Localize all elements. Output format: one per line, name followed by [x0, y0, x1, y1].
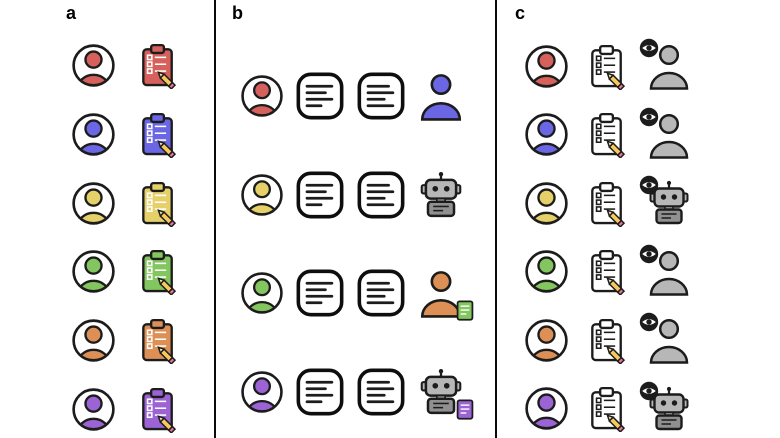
annotator-avatar-icon [523, 43, 570, 90]
panel-a: a [0, 0, 214, 438]
evaluation-row [523, 38, 778, 90]
annotator-avatar-icon [70, 180, 117, 227]
conversation-row [239, 169, 495, 221]
checklist-clipboard-icon [584, 43, 631, 90]
response-message-bubble-icon [355, 267, 407, 319]
evaluator-person-icon [639, 107, 693, 159]
speaker-avatar-icon [239, 73, 285, 119]
panel-divider [495, 0, 497, 438]
panel-c-label: c [515, 3, 526, 23]
annotation-clipboard-icon [135, 317, 182, 365]
annotator-avatar-icon [70, 317, 117, 364]
evaluation-row [523, 107, 778, 159]
annotator-avatar-icon [70, 248, 117, 295]
checklist-clipboard-icon [584, 180, 631, 227]
eye-badge-icon [639, 107, 659, 127]
checklist-clipboard-icon [584, 248, 631, 296]
panel-b: b [216, 0, 495, 438]
user-message-bubble-icon [294, 366, 346, 418]
evaluator-robot-icon [639, 381, 693, 433]
annotation-row [70, 42, 214, 89]
conversation-row [239, 267, 495, 321]
evaluation-row [523, 381, 778, 433]
panel-b-label: b [232, 3, 243, 23]
annotator-avatar-icon [70, 111, 117, 158]
panel-c-rows [497, 0, 778, 438]
conversation-row [239, 366, 495, 420]
evaluator-person-icon [639, 313, 693, 365]
checklist-clipboard-icon [584, 317, 631, 364]
annotation-clipboard-icon [135, 386, 182, 433]
responder-person-icon [416, 71, 466, 121]
panel-divider [214, 0, 216, 438]
responder-robot-icon [416, 367, 474, 420]
annotation-clipboard-icon [135, 42, 182, 89]
responder-robot-icon [416, 170, 466, 220]
panel-a-label: a [66, 3, 77, 23]
document-badge-icon [456, 300, 474, 321]
annotation-row [70, 386, 214, 433]
response-message-bubble-icon [355, 70, 407, 122]
eye-badge-icon [639, 175, 659, 195]
evaluation-row [523, 175, 778, 227]
responder-person-icon [416, 268, 474, 321]
speaker-avatar-icon [239, 369, 285, 415]
evaluator-robot-icon [639, 175, 693, 227]
evaluator-person-icon [639, 244, 693, 296]
panel-a-rows [0, 0, 214, 438]
response-message-bubble-icon [355, 169, 407, 221]
annotation-clipboard-icon [135, 180, 182, 227]
panel-b-rows [216, 0, 495, 438]
annotation-row [70, 111, 214, 158]
document-badge-icon [456, 399, 474, 420]
annotation-row [70, 248, 214, 296]
user-message-bubble-icon [294, 169, 346, 221]
annotator-avatar-icon [70, 42, 117, 89]
panel-c: c [497, 0, 778, 438]
evaluator-person-icon [639, 38, 693, 90]
annotation-row [70, 317, 214, 365]
annotator-avatar-icon [523, 317, 570, 364]
eye-badge-icon [639, 381, 659, 401]
evaluation-row [523, 313, 778, 365]
conversation-row [239, 70, 495, 122]
annotator-avatar-icon [70, 386, 117, 433]
eye-badge-icon [639, 312, 659, 332]
annotator-avatar-icon [523, 248, 570, 295]
annotator-avatar-icon [523, 111, 570, 158]
annotator-avatar-icon [523, 180, 570, 227]
speaker-avatar-icon [239, 270, 285, 316]
checklist-clipboard-icon [584, 111, 631, 159]
user-message-bubble-icon [294, 267, 346, 319]
annotation-clipboard-icon [135, 111, 182, 158]
speaker-avatar-icon [239, 172, 285, 218]
evaluation-row [523, 244, 778, 296]
annotator-avatar-icon [523, 385, 570, 432]
response-message-bubble-icon [355, 366, 407, 418]
user-message-bubble-icon [294, 70, 346, 122]
eye-badge-icon [639, 244, 659, 264]
checklist-clipboard-icon [584, 385, 631, 433]
eye-badge-icon [639, 38, 659, 58]
annotation-clipboard-icon [135, 248, 182, 296]
annotation-row [70, 180, 214, 227]
